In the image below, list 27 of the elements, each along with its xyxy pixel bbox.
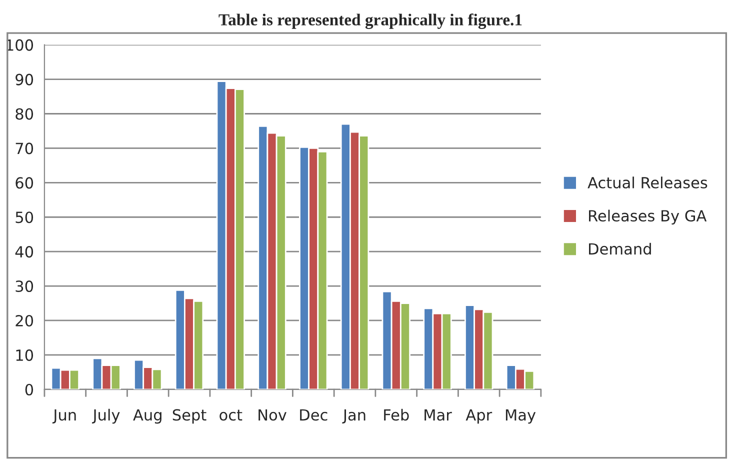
y-tick-label: 60 [16, 177, 34, 189]
x-tick-label: Nov [258, 409, 286, 421]
y-tick-label: 80 [16, 108, 34, 120]
y-tick-label: 10 [16, 349, 34, 361]
legend-label: Releases By GA [589, 210, 707, 225]
y-tick-label: 0 [25, 384, 34, 396]
y-tick-label: 30 [16, 280, 34, 292]
y-tick-label: 100 [6, 39, 34, 51]
y-tick-label: 40 [15, 246, 34, 258]
x-tick-label: Apr [466, 409, 492, 424]
x-tick-label: May [506, 409, 536, 424]
y-tick-label: 20 [16, 314, 34, 327]
x-tick-label: Sept [172, 409, 206, 424]
y-tick-label: 70 [16, 142, 34, 154]
y-tick-label: 50 [16, 212, 34, 224]
chart-title: Table is represented graphically in figure.1 [218, 14, 522, 29]
x-tick-label: Jun [52, 409, 76, 424]
legend-label: Actual Releases [588, 176, 708, 188]
y-tick-label: 90 [16, 74, 34, 86]
x-tick-label: oct [220, 410, 242, 421]
x-tick-label: Feb [384, 408, 409, 421]
legend-label: Demand [589, 242, 651, 255]
x-tick-label: Mar [424, 409, 452, 421]
x-tick-label: Aug [133, 409, 162, 424]
x-tick-label: Dec [300, 409, 328, 421]
x-tick-label: July [92, 408, 120, 424]
x-tick-label: Jan [342, 409, 366, 424]
